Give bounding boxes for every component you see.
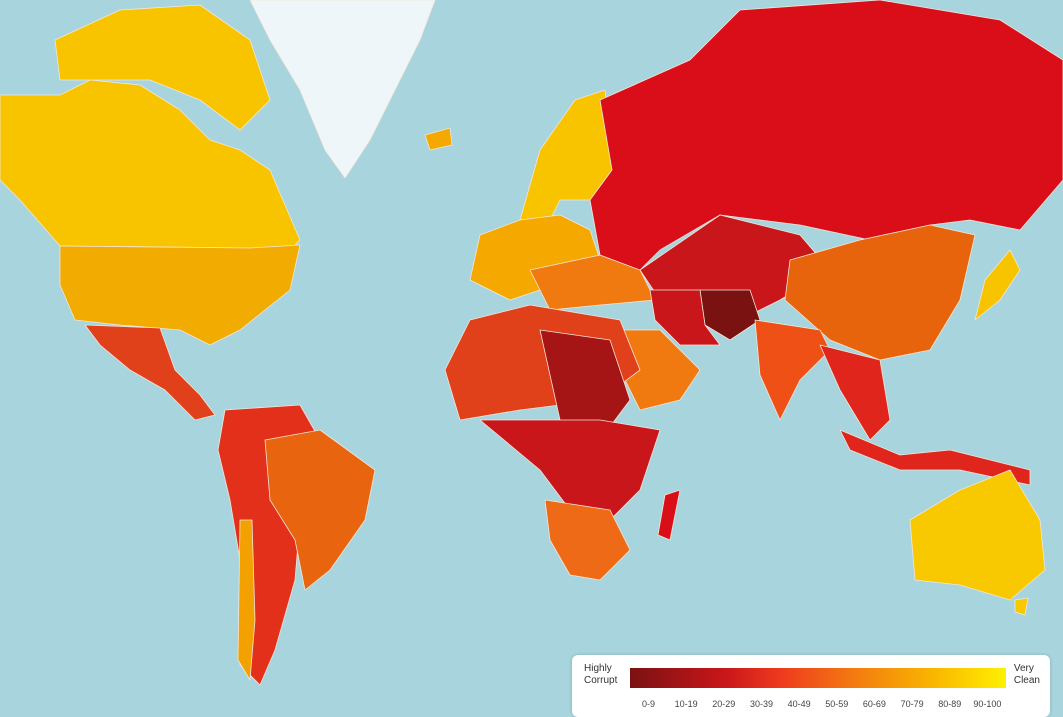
region-greenland[interactable]: [249, 0, 436, 179]
region-japan[interactable]: [974, 249, 1021, 321]
region-indonesia[interactable]: [839, 429, 1031, 486]
legend-ranges: 0-9 10-19 20-29 30-39 40-49 50-59 60-69 …: [630, 699, 1006, 709]
legend-range: 50-59: [825, 699, 849, 709]
region-sahel[interactable]: [539, 329, 631, 441]
region-brazil[interactable]: [264, 429, 376, 591]
region-chile[interactable]: [237, 519, 256, 681]
legend-range: 90-100: [973, 699, 1002, 709]
region-iceland[interactable]: [424, 127, 453, 151]
legend-low-label-line2: Corrupt: [584, 675, 618, 686]
region-russia[interactable]: [589, 0, 1063, 271]
region-india[interactable]: [754, 319, 831, 421]
region-southern-africa[interactable]: [544, 499, 631, 581]
legend-low-label-line1: Highly: [584, 663, 612, 674]
legend-range: 0-9: [641, 699, 655, 709]
legend-range: 20-29: [712, 699, 736, 709]
region-arctic-islands[interactable]: [54, 4, 271, 131]
legend-high-label: Very Clean: [1014, 663, 1040, 687]
legend-range: 80-89: [938, 699, 962, 709]
region-china[interactable]: [784, 224, 976, 361]
legend-range: 30-39: [749, 699, 773, 709]
region-southeast-asia[interactable]: [819, 344, 891, 441]
legend-color-scale: [630, 668, 1006, 688]
legend: Highly Corrupt Very Clean 0-9 10-19 20-2…: [572, 655, 1050, 717]
region-usa[interactable]: [59, 244, 301, 346]
legend-high-label-line1: Very: [1013, 663, 1034, 674]
legend-range: 70-79: [900, 699, 924, 709]
region-mexico[interactable]: [84, 324, 216, 421]
region-australia[interactable]: [909, 469, 1046, 601]
region-new-zealand[interactable]: [1014, 597, 1029, 616]
region-iran[interactable]: [649, 289, 721, 346]
legend-high-label-line2: Clean: [1013, 675, 1040, 686]
region-canada[interactable]: [0, 79, 301, 261]
region-central-africa[interactable]: [479, 419, 661, 521]
legend-range: 60-69: [862, 699, 886, 709]
legend-range: 40-49: [787, 699, 811, 709]
region-madagascar[interactable]: [657, 489, 681, 541]
legend-low-label: Highly Corrupt: [584, 663, 617, 687]
legend-range: 10-19: [674, 699, 698, 709]
